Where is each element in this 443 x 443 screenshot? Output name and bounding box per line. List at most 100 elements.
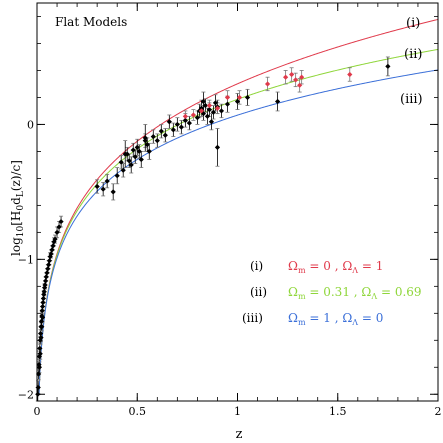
- data-point-black: [132, 154, 138, 160]
- legend-formula-ii: Ωm = 0.31 , ΩΛ = 0.69: [288, 285, 422, 301]
- y-axis-label: log10[H0dL(z)/c]: [9, 160, 26, 256]
- data-point-black: [144, 142, 150, 148]
- data-point-black: [202, 102, 209, 109]
- data-point-black: [206, 106, 213, 113]
- data-point-black: [158, 128, 164, 134]
- data-point-red: [224, 94, 231, 101]
- data-point-black: [56, 224, 62, 230]
- chart-title: Flat Models: [55, 15, 127, 29]
- curve-iii: [38, 69, 439, 395]
- data-point-red: [198, 108, 205, 114]
- data-point-red: [289, 71, 295, 78]
- data-point-black: [51, 239, 57, 245]
- data-point-red: [297, 82, 303, 88]
- data-point-black: [146, 148, 152, 155]
- data-point-red: [299, 74, 305, 80]
- data-point-black: [46, 262, 52, 268]
- data-point-black: [38, 318, 45, 324]
- data-point-black: [194, 115, 200, 121]
- data-point-black: [58, 218, 64, 225]
- data-point-red: [264, 81, 271, 87]
- data-point-black: [136, 148, 142, 155]
- data-point-black: [214, 144, 221, 150]
- data-point-black: [170, 127, 176, 133]
- legend-entry-iii: (iii) Ωm = 1 , ΩΛ = 0: [242, 311, 383, 327]
- data-point-black: [54, 229, 60, 235]
- data-point-black: [134, 144, 140, 150]
- legend: (i) Ωm = 0 , ΩΛ = 1 (ii) Ωm = 0.31 , ΩΛ …: [242, 259, 422, 327]
- data-point-black: [37, 351, 43, 357]
- data-point-black: [224, 101, 231, 107]
- data-point-red: [206, 102, 213, 109]
- data-point-black: [110, 189, 116, 195]
- data-point-black: [154, 138, 160, 144]
- data-point-black: [244, 94, 251, 101]
- data-point-black: [210, 109, 217, 115]
- data-point-black: [48, 251, 54, 257]
- data-point-black: [42, 282, 48, 288]
- data-point-red: [283, 74, 289, 80]
- data-point-black: [40, 299, 46, 306]
- y-tick-label: 0: [27, 118, 34, 131]
- data-point-black: [275, 98, 281, 105]
- data-point-black: [40, 303, 46, 310]
- data-point-black: [385, 63, 391, 70]
- data-point-black: [46, 258, 53, 264]
- data-point-black: [50, 243, 56, 249]
- data-point-black: [104, 178, 110, 184]
- data-point-black: [45, 266, 51, 272]
- x-tick-label: 1: [234, 405, 241, 418]
- data-point-black: [138, 156, 144, 163]
- data-point-black: [43, 278, 49, 284]
- data-point-black: [39, 308, 45, 314]
- data-point-black: [94, 183, 100, 190]
- data-point-red: [236, 94, 243, 101]
- data-point-black: [41, 289, 47, 295]
- data-point-black: [174, 121, 180, 128]
- data-point-black: [200, 98, 207, 105]
- legend-entry-i: (i) Ωm = 0 , ΩΛ = 1: [250, 259, 383, 275]
- data-point-black: [208, 119, 215, 125]
- legend-formula-iii: Ωm = 1 , ΩΛ = 0: [288, 311, 383, 327]
- x-axis-label: z: [236, 427, 243, 442]
- data-point-black: [40, 295, 47, 302]
- data-point-black: [38, 334, 44, 341]
- data-point-red: [182, 113, 188, 119]
- data-point-black: [218, 108, 225, 114]
- data-point-black: [49, 247, 55, 253]
- x-tick-label: 0.5: [129, 405, 147, 418]
- data-point-black: [40, 314, 46, 320]
- curve-label-ii: (ii): [404, 47, 422, 62]
- legend-label-ii: (ii): [250, 285, 267, 299]
- legend-formula-i: Ωm = 0 , ΩΛ = 1: [288, 259, 383, 275]
- data-point-red: [347, 71, 353, 78]
- data-point-black: [43, 274, 49, 280]
- x-tick-label: 0: [34, 405, 41, 418]
- data-point-black: [122, 151, 128, 157]
- data-point-black: [126, 158, 132, 164]
- y-tick-labels: −2 −1 0: [18, 118, 34, 401]
- data-point-black: [204, 113, 211, 119]
- legend-label-iii: (iii): [242, 311, 263, 325]
- data-point-black: [38, 330, 44, 337]
- data-point-black: [52, 236, 58, 242]
- y-tick-label: −1: [18, 253, 34, 266]
- data-point-black: [44, 270, 50, 276]
- data-point-black: [128, 162, 134, 168]
- data-point-black: [234, 98, 241, 105]
- data-point-black: [120, 167, 126, 173]
- data-point-red: [190, 112, 196, 118]
- data-point-black: [178, 124, 184, 130]
- y-tick-label: −2: [18, 388, 34, 401]
- curve-label-iii: (iii): [400, 92, 423, 107]
- x-tick-label: 2: [435, 405, 442, 418]
- data-point-black: [41, 291, 47, 298]
- legend-entry-ii: (ii) Ωm = 0.31 , ΩΛ = 0.69: [250, 285, 422, 301]
- legend-label-i: (i): [250, 259, 263, 273]
- x-tick-labels: 0 0.5 1 1.5 2: [34, 405, 442, 418]
- data-point-black: [182, 117, 188, 123]
- data-point-black: [130, 147, 136, 153]
- data-point-black: [42, 285, 48, 291]
